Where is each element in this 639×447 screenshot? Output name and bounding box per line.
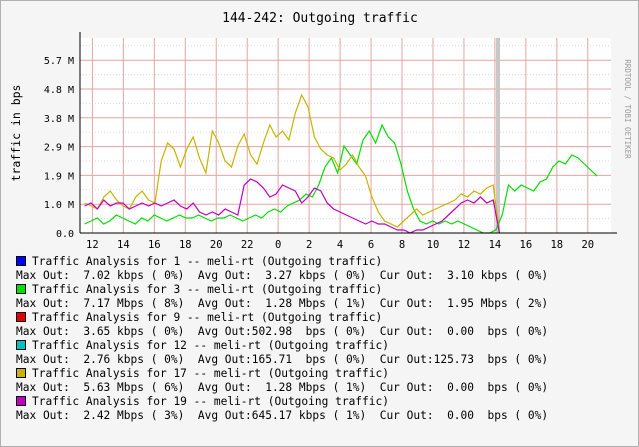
y-tick-label: 5.7 M bbox=[44, 56, 74, 67]
x-tick-label: 20 bbox=[210, 239, 223, 251]
legend-swatch bbox=[16, 368, 26, 378]
x-tick-label: 2 bbox=[306, 239, 312, 251]
y-tick-label: 2.9 M bbox=[44, 143, 74, 154]
watermark-text: RRDTOOL / TOBI OETIKER bbox=[623, 59, 632, 159]
x-tick-label: 12 bbox=[458, 239, 471, 251]
x-tick-label: 22 bbox=[241, 239, 254, 251]
x-tick-label: 8 bbox=[399, 239, 405, 251]
legend-stats: Max Out: 7.02 kbps ( 0%) Avg Out: 3.27 k… bbox=[16, 269, 549, 282]
legend-entry: Traffic Analysis for 9 -- meli-rt (Outgo… bbox=[16, 311, 548, 325]
legend-series-name: Traffic Analysis for 17 -- meli-rt (Outg… bbox=[32, 367, 389, 380]
traffic-chart: 144-242: Outgoing traffic traffic in bps… bbox=[9, 11, 632, 251]
y-tick-labels: 0.0 1.0 M 1.9 M 2.9 M 3.8 M 4.8 M 5.7 M bbox=[44, 56, 74, 240]
plot-area bbox=[80, 38, 611, 233]
legend-entry: Traffic Analysis for 3 -- meli-rt (Outgo… bbox=[16, 283, 548, 297]
x-tick-label: 0 bbox=[275, 239, 281, 251]
now-marker bbox=[495, 38, 500, 233]
x-tick-labels: 12 14 16 18 20 22 0 2 4 6 8 10 12 14 16 18 20 bbox=[86, 239, 594, 251]
axes bbox=[79, 32, 617, 234]
legend: Traffic Analysis for 1 -- meli-rt (Outgo… bbox=[16, 255, 548, 423]
x-tick-label: 16 bbox=[520, 239, 533, 251]
legend-swatch bbox=[16, 312, 26, 322]
legend-series-name: Traffic Analysis for 9 -- meli-rt (Outgo… bbox=[32, 311, 383, 324]
y-tick-label: 1.9 M bbox=[44, 171, 74, 182]
series-lines bbox=[84, 93, 598, 234]
legend-stats: Max Out: 7.17 Mbps ( 8%) Avg Out: 1.28 M… bbox=[16, 297, 549, 310]
series-line bbox=[84, 123, 598, 234]
series-line bbox=[84, 93, 501, 234]
x-tick-label: 14 bbox=[117, 239, 130, 251]
legend-swatch bbox=[16, 284, 26, 294]
legend-swatch bbox=[16, 256, 26, 266]
legend-stats: Max Out: 2.76 kbps ( 0%) Avg Out:165.71 … bbox=[16, 353, 549, 366]
y-tick-label: 4.8 M bbox=[44, 85, 74, 96]
chart-title: 144-242: Outgoing traffic bbox=[222, 11, 418, 26]
legend-series-name: Traffic Analysis for 1 -- meli-rt (Outgo… bbox=[32, 255, 383, 268]
y-axis-label: traffic in bps bbox=[9, 85, 23, 182]
series-line bbox=[84, 178, 501, 234]
legend-swatch bbox=[16, 340, 26, 350]
x-tick-label: 6 bbox=[368, 239, 374, 251]
legend-stats: Max Out: 5.63 Mbps ( 6%) Avg Out: 1.28 M… bbox=[16, 381, 549, 394]
x-tick-label: 12 bbox=[86, 239, 99, 251]
legend-entry: Traffic Analysis for 12 -- meli-rt (Outg… bbox=[16, 339, 548, 353]
y-tick-label: 1.0 M bbox=[44, 200, 74, 211]
legend-stats: Max Out: 2.42 Mbps ( 3%) Avg Out:645.17 … bbox=[16, 409, 549, 422]
legend-series-name: Traffic Analysis for 12 -- meli-rt (Outg… bbox=[32, 339, 389, 352]
x-tick-label: 16 bbox=[148, 239, 161, 251]
legend-entry: Traffic Analysis for 1 -- meli-rt (Outgo… bbox=[16, 255, 548, 269]
x-tick-label: 4 bbox=[337, 239, 343, 251]
y-tick-label: 0.0 bbox=[56, 229, 74, 240]
x-tick-label: 10 bbox=[427, 239, 440, 251]
x-tick-label: 18 bbox=[179, 239, 192, 251]
y-tick-label: 3.8 M bbox=[44, 114, 74, 125]
legend-swatch bbox=[16, 396, 26, 406]
x-tick-label: 14 bbox=[489, 239, 502, 251]
legend-entry: Traffic Analysis for 17 -- meli-rt (Outg… bbox=[16, 367, 548, 381]
legend-series-name: Traffic Analysis for 3 -- meli-rt (Outgo… bbox=[32, 283, 383, 296]
legend-series-name: Traffic Analysis for 19 -- meli-rt (Outg… bbox=[32, 395, 389, 408]
x-tick-label: 18 bbox=[550, 239, 563, 251]
legend-entry: Traffic Analysis for 19 -- meli-rt (Outg… bbox=[16, 395, 548, 409]
now-marker-bar bbox=[495, 38, 500, 233]
x-tick-label: 20 bbox=[581, 239, 594, 251]
legend-stats: Max Out: 3.65 kbps ( 0%) Avg Out:502.98 … bbox=[16, 325, 549, 338]
